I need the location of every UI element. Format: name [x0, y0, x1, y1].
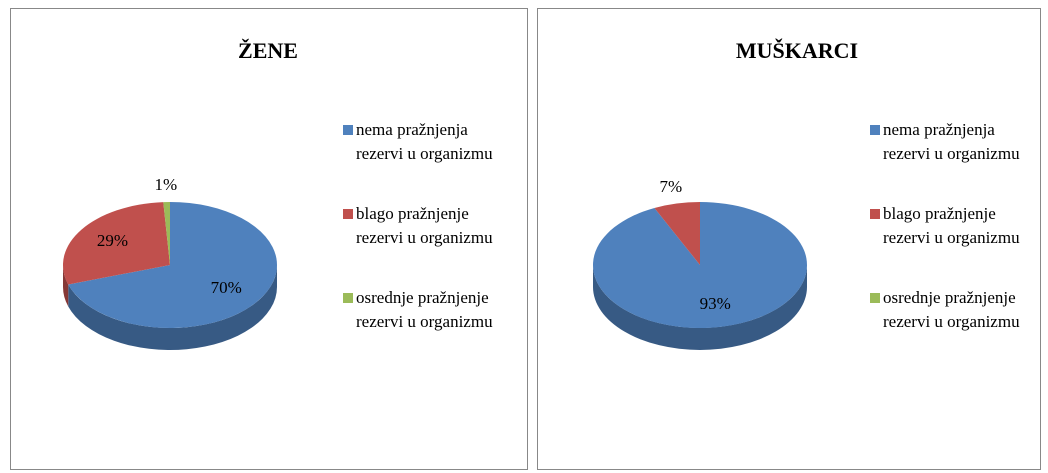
slice [62, 202, 170, 285]
legend-item: blago pražnjenje rezervi u organizmu [343, 202, 518, 250]
legend-item: blago pražnjenje rezervi u organizmu [870, 202, 1045, 250]
slice [654, 202, 700, 265]
legend-label: osrednje pražnjenje rezervi u organizmu [883, 288, 1020, 331]
slice [163, 202, 170, 265]
legend-item: nema pražnjenja rezervi u organizmu [343, 118, 518, 166]
slice-side [63, 265, 69, 307]
legend-label: nema pražnjenja rezervi u organizmu [883, 120, 1020, 163]
legend-label: blago pražnjenje rezervi u organizmu [883, 204, 1020, 247]
legend-label: osrednje pražnjenje rezervi u organizmu [356, 288, 493, 331]
legend-swatch [870, 209, 880, 219]
legend-item: osrednje pražnjenje rezervi u organizmu [343, 286, 518, 334]
slice [592, 202, 807, 328]
slice [68, 202, 277, 328]
data-label: 1% [154, 175, 177, 194]
chart-title: ŽENE [238, 38, 298, 63]
data-label: 70% [211, 278, 242, 297]
legend-label: blago pražnjenje rezervi u organizmu [356, 204, 493, 247]
data-label: 93% [700, 294, 731, 313]
data-label: 29% [97, 231, 128, 250]
data-label: 7% [659, 177, 682, 196]
slice-side [593, 265, 807, 350]
legend-label: nema pražnjenja rezervi u organizmu [356, 120, 493, 163]
legend-item: osrednje pražnjenje rezervi u organizmu [870, 286, 1045, 334]
legend-swatch [870, 293, 880, 303]
slice-side [68, 265, 277, 351]
chart-title: MUŠKARCI [736, 38, 858, 63]
legend-swatch [343, 293, 353, 303]
legend-swatch [343, 209, 353, 219]
legend: nema pražnjenja rezervi u organizmu blago… [870, 118, 1045, 370]
legend-swatch [870, 125, 880, 135]
legend-item: nema pražnjenja rezervi u organizmu [870, 118, 1045, 166]
legend-swatch [343, 125, 353, 135]
legend: nema pražnjenja rezervi u organizmu blago… [343, 118, 518, 370]
